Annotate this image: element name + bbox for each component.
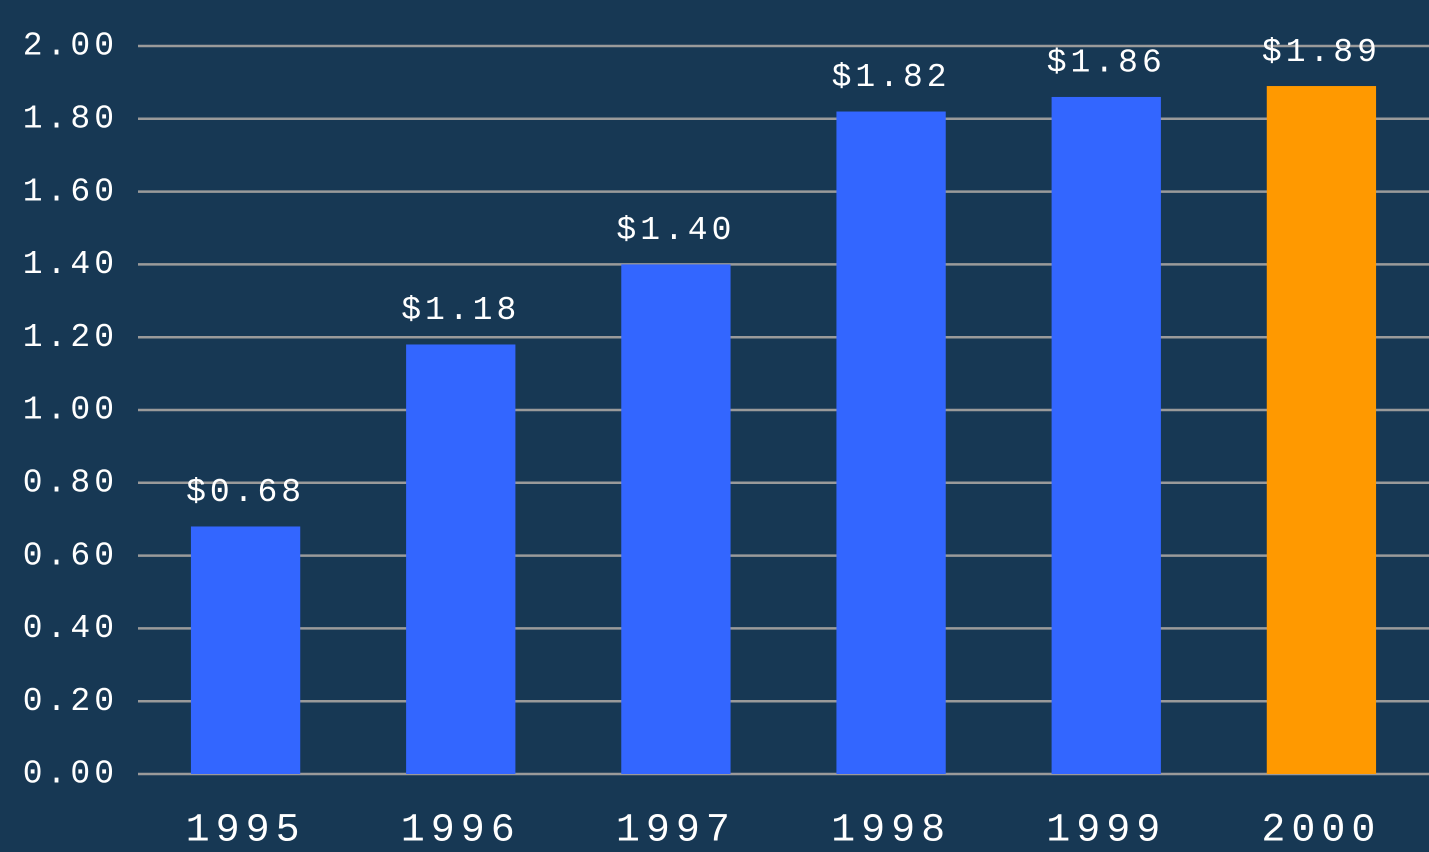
y-tick-label: 0.80	[23, 465, 118, 502]
bar	[1266, 86, 1377, 775]
y-tick-label: 0.40	[23, 610, 118, 647]
bar	[621, 264, 731, 774]
y-tick-label: 1.80	[23, 101, 118, 138]
y-tick-label: 1.60	[23, 173, 118, 210]
x-tick-label: 2000	[1261, 809, 1381, 852]
y-tick-label: 1.40	[23, 246, 118, 283]
value-label: $0.68	[186, 474, 305, 511]
x-tick-label: 1997	[616, 809, 736, 852]
x-tick-label: 1998	[831, 809, 951, 852]
value-label: $1.40	[616, 212, 735, 249]
x-tick-label: 1995	[186, 809, 306, 852]
bar	[1051, 96, 1161, 774]
x-tick-label: 1999	[1046, 809, 1166, 852]
bar	[836, 111, 946, 774]
y-tick-label: 1.20	[23, 319, 118, 356]
y-tick-label: 0.00	[23, 756, 118, 793]
x-tick-label: 1996	[401, 809, 521, 852]
y-tick-label: 1.00	[23, 392, 118, 429]
y-tick-label: 2.00	[23, 28, 118, 65]
bar	[406, 344, 516, 774]
value-label: $1.82	[832, 59, 951, 96]
bar	[190, 526, 301, 774]
value-label: $1.86	[1047, 45, 1166, 82]
y-tick-label: 0.60	[23, 537, 118, 574]
value-label: $1.18	[401, 292, 520, 329]
value-label: $1.89	[1262, 34, 1381, 71]
y-tick-label: 0.20	[23, 683, 118, 720]
